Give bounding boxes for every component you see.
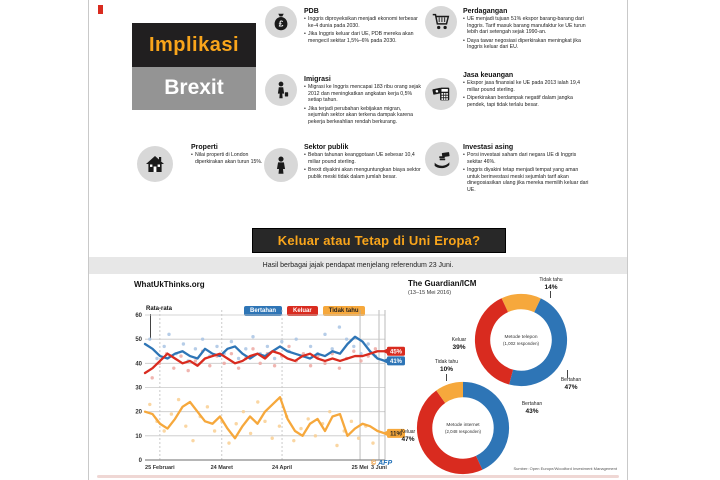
donut-center-sublabel: (2,048 responden) — [445, 429, 482, 434]
section-bullet: Brexit diyakini akan menguntungkan biaya… — [304, 167, 422, 180]
section-bullet: Porsi investasi saham dari negara UE di … — [463, 152, 591, 165]
internet-poll-donut: Metode internet (2,048 responden) — [416, 381, 510, 475]
donut1-label-leave: Keluar 39% — [451, 337, 467, 351]
red-mark — [98, 5, 103, 14]
donut1-connector-top — [550, 291, 551, 298]
section-bullet: Daya tawar negosiasi diperkirakan mening… — [463, 38, 591, 51]
svg-text:20: 20 — [135, 410, 142, 416]
section-bullet: Nilai properti di London diperkirakan ak… — [191, 152, 266, 165]
headline-subtitle: Hasil berbagai jajak pendapat menjelang … — [262, 262, 454, 269]
svg-text:50: 50 — [135, 337, 142, 343]
average-label: Rata-rata — [146, 306, 173, 312]
title-block: Implikasi Brexit — [132, 23, 256, 110]
section-jasa-keuangan: Jasa keuangan Ekspor jasa finansial ke U… — [463, 72, 591, 110]
donut-center-label: Metode internet — [446, 422, 480, 428]
svg-text:0: 0 — [139, 458, 143, 464]
section-bullet: Migrasi ke Inggris mencapai 183 ribu ora… — [304, 84, 422, 104]
migrant-person-icon — [265, 74, 297, 106]
headline-subtitle-strip: Hasil berbagai jajak pendapat menjelang … — [89, 257, 627, 274]
svg-text:3 Juni: 3 Juni — [371, 465, 387, 471]
donut2-label-remain: Bertahan 43% — [521, 401, 543, 415]
line-chart-title: WhatUkThinks.org — [134, 280, 205, 289]
section-pdb: PDB Inggris diproyeksikan menjadi ekonom… — [304, 8, 422, 46]
donut-chart-title: The Guardian/ICM — [408, 279, 477, 288]
section-heading: PDB — [304, 8, 319, 15]
headline-banner: Keluar atau Tetap di Uni Eropa? — [252, 228, 506, 253]
section-heading: Investasi asing — [463, 144, 514, 151]
afp-logo: AFP — [378, 460, 393, 467]
legend-leave: Keluar — [287, 306, 318, 316]
afp-credit: © AFP — [371, 460, 392, 467]
sheet-bottom-shadow — [97, 475, 619, 478]
legend-undecided: Tidak tahu — [322, 306, 365, 316]
section-bullet: Jika terjadi perubahan kebijakan migran,… — [304, 106, 422, 126]
chart-legend: Bertahan Keluar Tidak tahu — [244, 306, 365, 316]
section-bullet: UE menjadi tujuan 51% ekspor barang-bara… — [463, 16, 591, 36]
money-bag-icon: £ — [265, 6, 297, 38]
donut2-connector-top — [446, 374, 447, 381]
title-line-1: Implikasi — [132, 23, 256, 67]
donut-center-label: Metode telepon — [505, 334, 538, 340]
section-heading: Sektor publik — [304, 144, 349, 151]
section-bullet: Diperkirakan berdampak negatif dalam jan… — [463, 95, 591, 108]
donut2-label-leave: Keluar 47% — [400, 429, 416, 443]
section-bullet: Jika Inggris keluar dari UE, PDB mereka … — [304, 31, 422, 44]
donut1-connector-bottom — [567, 370, 568, 378]
svg-text:25 Mei: 25 Mei — [352, 465, 369, 471]
section-properti: Properti Nilai properti di London diperk… — [191, 144, 266, 167]
svg-text:11%: 11% — [390, 431, 402, 437]
donut1-label-remain: Bertahan 47% — [560, 377, 582, 391]
calculator-icon — [425, 78, 457, 110]
source-credit: Sumber: Open Europe/Woodford Investment … — [513, 466, 617, 471]
section-heading: Properti — [191, 144, 218, 151]
legend-remain: Bertahan — [244, 306, 283, 316]
section-investasi-asing: Investasi asing Porsi investasi saham da… — [463, 144, 591, 195]
copyright-icon: © — [371, 460, 377, 467]
svg-text:10: 10 — [135, 434, 142, 440]
house-icon — [137, 146, 173, 182]
section-bullet: Inggris diyakini tetap menjadi tempat ya… — [463, 167, 591, 193]
svg-text:60: 60 — [135, 313, 142, 319]
section-sektor-publik: Sektor publik Beban tahunan keanggotaan … — [304, 144, 422, 182]
telephone-poll-donut: Metode telepon (1,002 responden) — [474, 293, 568, 387]
donut1-label-undecided: Tidak tahu 14% — [539, 277, 563, 291]
section-perdagangan: Perdagangan UE menjadi tujuan 51% ekspor… — [463, 8, 591, 53]
svg-text:£: £ — [279, 20, 284, 29]
svg-text:40: 40 — [135, 361, 142, 367]
section-bullet: Ekspor jasa finansial ke UE pada 2013 ia… — [463, 80, 591, 93]
section-heading: Perdagangan — [463, 8, 508, 15]
svg-text:25 Februari: 25 Februari — [145, 465, 175, 471]
hand-money-icon — [425, 142, 459, 176]
section-bullet: Inggris diproyeksikan menjadi ekonomi te… — [304, 16, 422, 29]
donut-center-sublabel: (1,002 responden) — [503, 341, 540, 346]
headline-question: Keluar atau Tetap di Uni Eropa? — [277, 233, 481, 248]
poll-line-chart: 25 Februari 24 Maret 24 April 25 Mei 3 Juni 0… — [135, 310, 405, 471]
svg-text:41%: 41% — [390, 359, 403, 365]
shopping-cart-icon — [425, 6, 457, 38]
public-person-icon — [264, 148, 298, 182]
section-heading: Imigrasi — [304, 76, 331, 83]
svg-text:45%: 45% — [390, 349, 403, 355]
section-heading: Jasa keuangan — [463, 72, 514, 79]
infographic-sheet: Implikasi Brexit £ PDB Inggris diproyeks… — [88, 0, 628, 480]
donut2-label-undecided: Tidak tahu 10% — [434, 359, 459, 373]
svg-text:24 Maret: 24 Maret — [211, 465, 233, 471]
donut-chart-subtitle: (13–15 Mei 2016) — [408, 290, 452, 296]
svg-text:24 April: 24 April — [272, 465, 292, 471]
average-callout-line — [150, 314, 151, 340]
title-line-2: Brexit — [132, 67, 256, 110]
section-bullet: Beban tahunan keanggotaan UE sebesar 10,… — [304, 152, 422, 165]
svg-text:30: 30 — [135, 386, 142, 392]
section-imigrasi: Imigrasi Migrasi ke Inggris mencapai 183… — [304, 76, 422, 127]
